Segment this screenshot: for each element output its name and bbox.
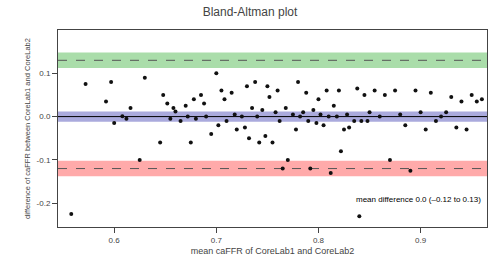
- svg-text:difference of caFFR between Co: difference of caFFR between CoreLab1 and…: [23, 38, 32, 219]
- svg-text:0.9: 0.9: [415, 236, 427, 245]
- svg-text:0.1: 0.1: [39, 69, 51, 78]
- svg-text:-0.2: -0.2: [37, 199, 51, 208]
- svg-text:0.0: 0.0: [39, 112, 51, 121]
- svg-text:-0.1: -0.1: [37, 156, 51, 165]
- svg-text:Bland-Altman plot: Bland-Altman plot: [203, 5, 298, 19]
- svg-text:mean caFFR of CoreLab1 and Cor: mean caFFR of CoreLab1 and CoreLab2: [191, 246, 355, 256]
- svg-text:0.7: 0.7: [211, 236, 223, 245]
- svg-text:0.8: 0.8: [313, 236, 325, 245]
- svg-text:mean difference 0.0 (–0.12 to: mean difference 0.0 (–0.12 to 0.13): [356, 195, 481, 204]
- svg-text:0.6: 0.6: [109, 236, 121, 245]
